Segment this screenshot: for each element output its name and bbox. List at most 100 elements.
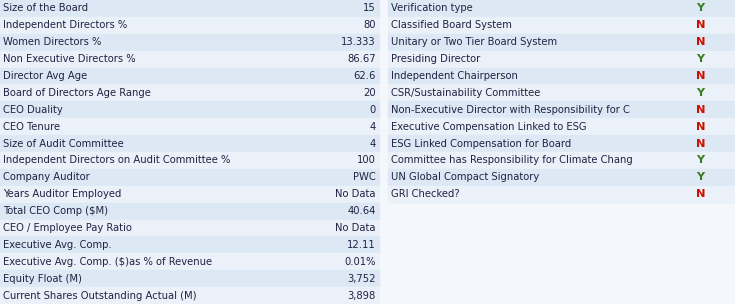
Bar — [0, 101, 379, 118]
Text: Independent Directors on Audit Committee %: Independent Directors on Audit Committee… — [3, 155, 230, 165]
Text: N: N — [695, 105, 705, 115]
Text: Size of the Board: Size of the Board — [3, 3, 88, 13]
Text: Classified Board System: Classified Board System — [391, 20, 512, 30]
Text: Director Avg Age: Director Avg Age — [3, 71, 87, 81]
Text: 4: 4 — [369, 139, 376, 149]
Text: Executive Avg. Comp.: Executive Avg. Comp. — [3, 240, 112, 250]
Text: Y: Y — [696, 54, 704, 64]
Bar — [0, 51, 379, 67]
Bar — [0, 186, 379, 203]
Bar — [666, 34, 735, 51]
Text: Board of Directors Age Range: Board of Directors Age Range — [3, 88, 151, 98]
Text: Women Directors %: Women Directors % — [3, 37, 101, 47]
Text: 86.67: 86.67 — [347, 54, 376, 64]
Bar — [666, 169, 735, 186]
Text: Total CEO Comp ($M): Total CEO Comp ($M) — [3, 206, 108, 216]
Text: 13.333: 13.333 — [341, 37, 376, 47]
Text: 0.01%: 0.01% — [344, 257, 376, 267]
Text: N: N — [695, 139, 705, 149]
Bar — [0, 203, 379, 219]
Text: No Data: No Data — [335, 189, 376, 199]
Bar — [0, 152, 379, 169]
Text: Y: Y — [696, 3, 704, 13]
Bar — [666, 67, 735, 85]
Text: Non-Executive Director with Responsibility for C: Non-Executive Director with Responsibili… — [391, 105, 630, 115]
Bar — [388, 85, 666, 101]
Text: Equity Float (M): Equity Float (M) — [3, 274, 82, 284]
Text: Y: Y — [696, 155, 704, 165]
Text: CEO Duality: CEO Duality — [3, 105, 62, 115]
Bar — [388, 67, 666, 85]
Bar — [0, 34, 379, 51]
Text: CEO Tenure: CEO Tenure — [3, 122, 60, 132]
Text: 20: 20 — [363, 88, 376, 98]
Bar — [388, 17, 666, 34]
Text: 100: 100 — [356, 155, 376, 165]
Bar — [388, 51, 666, 67]
Bar — [666, 186, 735, 203]
Text: Presiding Director: Presiding Director — [391, 54, 481, 64]
Bar — [0, 253, 379, 270]
Text: 0: 0 — [369, 105, 376, 115]
Bar — [388, 135, 666, 152]
Text: N: N — [695, 20, 705, 30]
Text: Independent Chairperson: Independent Chairperson — [391, 71, 518, 81]
Bar — [388, 34, 666, 51]
Text: Years Auditor Employed: Years Auditor Employed — [3, 189, 121, 199]
Bar — [0, 237, 379, 253]
Text: Y: Y — [696, 88, 704, 98]
Bar — [388, 101, 666, 118]
Bar — [388, 0, 666, 17]
Bar — [388, 169, 666, 186]
Text: N: N — [695, 71, 705, 81]
Bar — [666, 101, 735, 118]
Text: Executive Avg. Comp. ($)as % of Revenue: Executive Avg. Comp. ($)as % of Revenue — [3, 257, 212, 267]
Text: GRI Checked?: GRI Checked? — [391, 189, 459, 199]
Bar — [666, 51, 735, 67]
Text: CEO / Employee Pay Ratio: CEO / Employee Pay Ratio — [3, 223, 132, 233]
Text: ESG Linked Compensation for Board: ESG Linked Compensation for Board — [391, 139, 571, 149]
Text: Company Auditor: Company Auditor — [3, 172, 90, 182]
Text: Verification type: Verification type — [391, 3, 473, 13]
Bar — [0, 0, 379, 17]
Text: Unitary or Two Tier Board System: Unitary or Two Tier Board System — [391, 37, 557, 47]
Text: Non Executive Directors %: Non Executive Directors % — [3, 54, 136, 64]
Bar — [666, 118, 735, 135]
Bar — [0, 118, 379, 135]
Text: No Data: No Data — [335, 223, 376, 233]
Bar — [666, 152, 735, 169]
Bar — [388, 186, 666, 203]
Bar — [0, 270, 379, 287]
Text: PWC: PWC — [353, 172, 376, 182]
Text: CSR/Sustainability Committee: CSR/Sustainability Committee — [391, 88, 540, 98]
Bar — [666, 17, 735, 34]
Bar — [0, 287, 379, 304]
Text: Size of Audit Committee: Size of Audit Committee — [3, 139, 123, 149]
Text: 80: 80 — [363, 20, 376, 30]
Bar — [0, 17, 379, 34]
Text: Committee has Responsibility for Climate Chang: Committee has Responsibility for Climate… — [391, 155, 633, 165]
Text: Executive Compensation Linked to ESG: Executive Compensation Linked to ESG — [391, 122, 587, 132]
Text: N: N — [695, 37, 705, 47]
Bar — [0, 85, 379, 101]
Text: 3,752: 3,752 — [347, 274, 376, 284]
Bar — [666, 135, 735, 152]
Text: 15: 15 — [363, 3, 376, 13]
Text: Independent Directors %: Independent Directors % — [3, 20, 127, 30]
Bar — [0, 135, 379, 152]
Text: 4: 4 — [369, 122, 376, 132]
Bar — [666, 0, 735, 17]
Text: 40.64: 40.64 — [347, 206, 376, 216]
Text: N: N — [695, 122, 705, 132]
Bar — [0, 219, 379, 237]
Bar — [0, 169, 379, 186]
Bar — [666, 85, 735, 101]
Bar — [388, 118, 666, 135]
Text: 12.11: 12.11 — [347, 240, 376, 250]
Text: 62.6: 62.6 — [353, 71, 376, 81]
Text: UN Global Compact Signatory: UN Global Compact Signatory — [391, 172, 539, 182]
Text: Current Shares Outstanding Actual (M): Current Shares Outstanding Actual (M) — [3, 291, 196, 301]
Text: Y: Y — [696, 172, 704, 182]
Bar — [388, 152, 666, 169]
Text: 3,898: 3,898 — [347, 291, 376, 301]
